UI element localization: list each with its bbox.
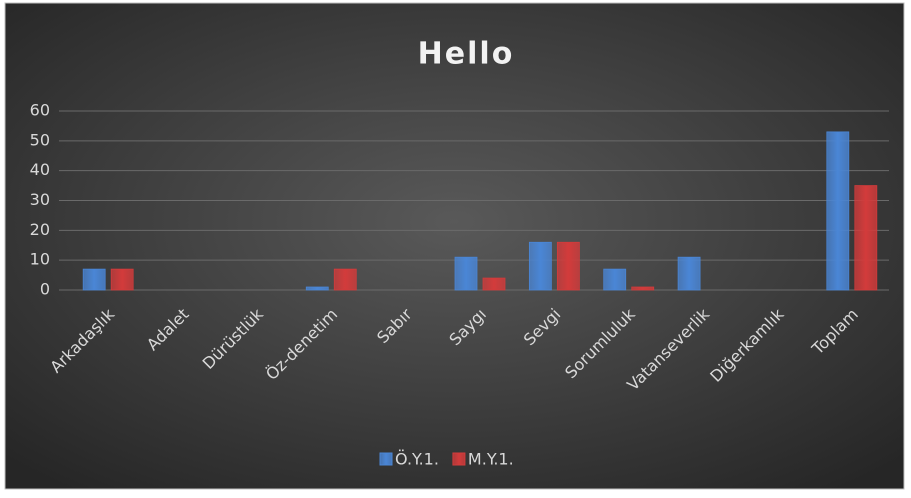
legend-label: M.Y.1. (468, 450, 514, 469)
bar (333, 268, 357, 291)
bar (110, 268, 134, 291)
bar (482, 277, 506, 291)
y-tick-label: 40 (30, 160, 50, 179)
y-tick-label: 10 (30, 250, 50, 269)
chart-background (4, 2, 905, 490)
bar (603, 268, 627, 291)
bar (631, 286, 655, 291)
y-tick-label: 60 (30, 101, 50, 120)
bar (826, 131, 850, 291)
chart-title: Hello (418, 37, 515, 72)
legend-swatch (379, 452, 393, 466)
bar (677, 256, 701, 291)
bar (82, 268, 106, 291)
bar (454, 256, 478, 291)
bar (854, 185, 878, 291)
y-tick-label: 0 (40, 280, 50, 299)
legend-swatch (452, 452, 466, 466)
bar (305, 286, 329, 291)
y-tick-label: 50 (30, 130, 50, 149)
bar (556, 241, 580, 291)
y-tick-label: 30 (30, 190, 50, 209)
bar (528, 241, 552, 291)
legend-label: Ö.Y.1. (395, 450, 439, 469)
y-tick-label: 20 (30, 220, 50, 239)
